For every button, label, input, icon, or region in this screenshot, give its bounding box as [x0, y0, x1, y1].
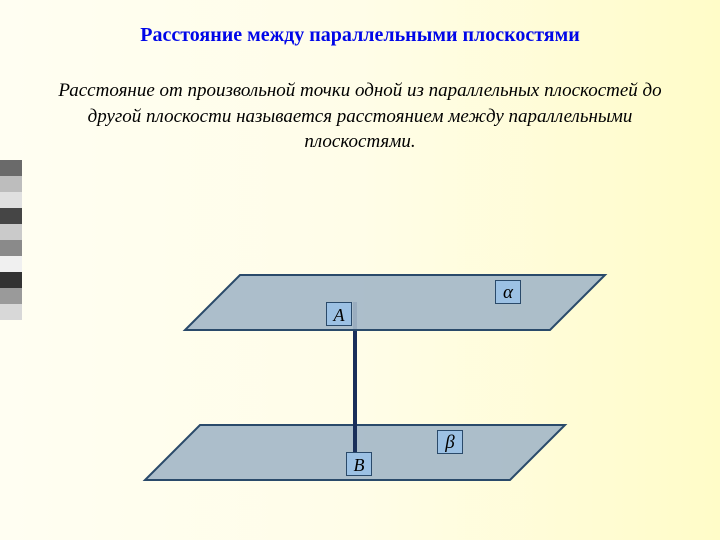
label-B: B — [346, 452, 372, 476]
label-alpha: α — [495, 280, 521, 304]
plane-alpha — [185, 275, 605, 330]
label-beta: β — [437, 430, 463, 454]
label-A: A — [326, 302, 352, 326]
